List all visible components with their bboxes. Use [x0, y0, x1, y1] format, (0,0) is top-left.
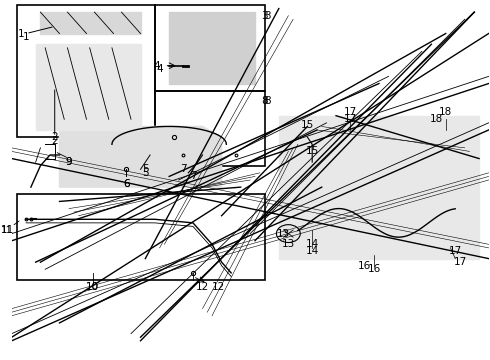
- Text: 4: 4: [156, 64, 163, 74]
- Text: 17: 17: [343, 107, 357, 117]
- Text: 15: 15: [306, 147, 319, 157]
- Text: 16: 16: [358, 261, 371, 271]
- Polygon shape: [59, 126, 221, 187]
- Text: 5: 5: [142, 168, 148, 178]
- Text: 11: 11: [1, 225, 13, 234]
- Text: 10: 10: [86, 282, 99, 292]
- Text: 4: 4: [153, 61, 160, 71]
- Text: 12: 12: [196, 282, 209, 292]
- Text: 12: 12: [212, 282, 225, 292]
- Text: 15: 15: [301, 120, 314, 130]
- Text: 10: 10: [86, 282, 99, 292]
- Text: 5: 5: [142, 164, 148, 174]
- Text: 3: 3: [265, 11, 271, 21]
- Text: 2: 2: [51, 136, 58, 146]
- Text: 6: 6: [123, 179, 129, 189]
- Text: 9: 9: [66, 157, 73, 167]
- Text: 3: 3: [261, 11, 268, 21]
- Text: 11: 11: [0, 225, 14, 235]
- Text: 9: 9: [66, 157, 73, 167]
- Text: 8: 8: [261, 96, 268, 107]
- Text: 2: 2: [51, 132, 58, 142]
- Text: 17: 17: [453, 257, 466, 267]
- Text: 1: 1: [23, 32, 29, 42]
- Text: 7: 7: [180, 164, 187, 174]
- Text: 7: 7: [190, 171, 196, 181]
- Polygon shape: [36, 44, 141, 130]
- Text: 1: 1: [18, 28, 24, 39]
- Polygon shape: [169, 12, 255, 84]
- Text: 13: 13: [282, 239, 295, 249]
- Text: 16: 16: [368, 264, 381, 274]
- Text: 14: 14: [306, 247, 319, 256]
- Polygon shape: [40, 12, 141, 33]
- Text: 8: 8: [265, 96, 271, 107]
- Text: 14: 14: [306, 239, 319, 249]
- Text: 6: 6: [123, 179, 129, 189]
- Text: 18: 18: [430, 114, 443, 124]
- Text: 17: 17: [343, 114, 357, 124]
- Text: 13: 13: [277, 229, 290, 239]
- Polygon shape: [279, 116, 479, 258]
- Text: 18: 18: [439, 107, 452, 117]
- Text: 17: 17: [449, 247, 462, 256]
